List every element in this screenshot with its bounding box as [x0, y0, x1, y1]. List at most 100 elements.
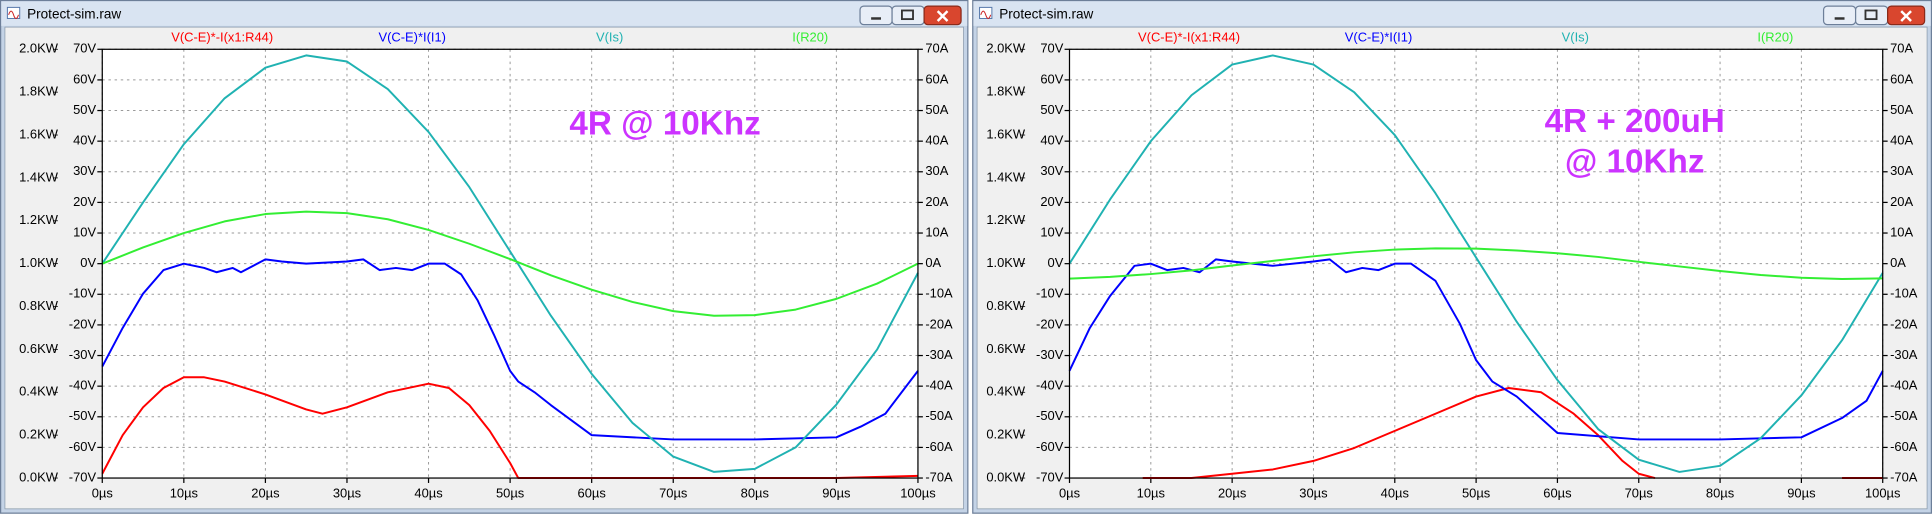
y-tick-label: 1.4KW — [19, 169, 59, 184]
x-tick-label: 90µs — [822, 485, 850, 500]
y2-tick-label: 70V — [73, 41, 96, 56]
y3-tick-label: 70A — [1890, 41, 1913, 56]
y2-tick-label: 60V — [1040, 71, 1063, 86]
y-tick-label: 0.2KW — [19, 427, 59, 442]
y-tick-label: 1.2KW — [19, 212, 59, 227]
minimize-button[interactable] — [1822, 5, 1857, 26]
legend-entry: V(C-E)*-I(x1:R44) — [1138, 30, 1240, 45]
y3-tick-label: 20A — [1890, 194, 1913, 209]
y2-tick-label: -50V — [1036, 408, 1064, 423]
y-tick-label: 0.4KW — [986, 384, 1026, 399]
x-tick-label: 10µs — [170, 485, 198, 500]
window-title: Protect-sim.raw — [999, 6, 1093, 21]
trace — [1068, 258, 1884, 441]
x-tick-label: 90µs — [1787, 485, 1815, 500]
x-tick-label: 0µs — [1059, 485, 1080, 500]
y3-tick-label: 50A — [1890, 102, 1913, 117]
y-tick-label: 2.0KW — [19, 41, 59, 56]
y3-tick-label: 30A — [925, 163, 948, 178]
x-tick-label: 60µs — [1543, 485, 1571, 500]
title-bar — [973, 1, 1931, 26]
y-tick-label: 1.0KW — [19, 255, 59, 270]
trace — [101, 210, 919, 317]
y3-tick-label: 60A — [1890, 71, 1913, 86]
y3-tick-label: -10A — [925, 286, 953, 301]
y2-tick-label: 70V — [1040, 41, 1063, 56]
plot-border — [101, 48, 919, 479]
x-tick-label: 60µs — [578, 485, 606, 500]
y2-tick-label: -40V — [69, 378, 97, 393]
x-tick-label: 50µs — [496, 485, 524, 500]
x-tick-label: 40µs — [1381, 485, 1409, 500]
y3-tick-label: -70A — [925, 469, 953, 484]
legend-entry: V(Is) — [596, 30, 623, 45]
y3-tick-label: 20A — [925, 194, 948, 209]
legend-entry: V(C-E)*I(I1) — [378, 30, 445, 45]
y2-tick-label: 10V — [1040, 224, 1063, 239]
minimize-button[interactable] — [859, 5, 893, 26]
y-tick-label: 1.6KW — [986, 126, 1026, 141]
annotation: 4R + 200uH — [1545, 103, 1725, 140]
y3-tick-label: 40A — [1890, 133, 1913, 148]
y-tick-label: 0.2KW — [986, 427, 1026, 442]
y-tick-label: 1.0KW — [986, 255, 1026, 270]
y-tick-label: 1.6KW — [19, 126, 59, 141]
y-tick-label: 1.2KW — [986, 212, 1026, 227]
legend-entry: I(R20) — [792, 30, 828, 45]
y3-tick-label: -40A — [1890, 378, 1918, 393]
y2-tick-label: -30V — [69, 347, 97, 362]
y2-tick-label: -30V — [1036, 347, 1064, 362]
x-tick-label: 0µs — [92, 485, 113, 500]
legend-entry: V(Is) — [1562, 30, 1589, 45]
y3-tick-label: 40A — [925, 133, 948, 148]
maximize-button[interactable] — [1854, 5, 1889, 26]
y2-tick-label: -60V — [1036, 439, 1064, 454]
y-tick-label: 0.8KW — [986, 298, 1026, 313]
y2-tick-label: 0V — [80, 255, 96, 270]
y3-tick-label: 70A — [925, 41, 948, 56]
plot-border — [1068, 48, 1884, 479]
y2-tick-label: 30V — [73, 163, 96, 178]
y3-tick-label: -70A — [1890, 469, 1918, 484]
y2-tick-label: 30V — [1040, 163, 1063, 178]
y-tick-label: 0.0KW — [19, 469, 59, 484]
annotation: 4R @ 10Khz — [569, 105, 760, 142]
x-tick-label: 10µs — [1137, 485, 1165, 500]
y2-tick-label: -70V — [1036, 469, 1064, 484]
x-tick-label: 40µs — [414, 485, 442, 500]
legend-entry: I(R20) — [1757, 30, 1793, 45]
y3-tick-label: 0A — [1890, 255, 1906, 270]
window-icon — [6, 6, 21, 19]
y3-tick-label: 10A — [925, 224, 948, 239]
y3-tick-label: -20A — [925, 316, 953, 331]
y3-tick-label: -20A — [1890, 316, 1918, 331]
x-tick-label: 20µs — [251, 485, 279, 500]
close-glyph — [1900, 10, 1912, 22]
x-tick-label: 100µs — [1865, 485, 1900, 500]
y3-tick-label: -60A — [1890, 439, 1918, 454]
x-tick-label: 30µs — [333, 485, 361, 500]
y2-tick-label: 40V — [73, 133, 96, 148]
y3-tick-label: -50A — [1890, 408, 1918, 423]
y3-tick-label: 50A — [925, 102, 948, 117]
y3-tick-label: -30A — [925, 347, 953, 362]
y3-tick-label: -10A — [1890, 286, 1918, 301]
x-tick-label: 80µs — [741, 485, 769, 500]
y3-tick-label: -50A — [925, 408, 953, 423]
y-tick-label: 0.8KW — [19, 298, 59, 313]
y3-tick-label: 30A — [1890, 163, 1913, 178]
y2-tick-label: 50V — [73, 102, 96, 117]
trace — [1068, 54, 1884, 473]
title-bar — [1, 1, 968, 26]
trace — [101, 54, 919, 473]
y2-tick-label: -40V — [1036, 378, 1064, 393]
x-tick-label: 80µs — [1706, 485, 1734, 500]
y2-tick-label: -10V — [1036, 286, 1064, 301]
y2-tick-label: -70V — [69, 469, 97, 484]
maximize-glyph — [901, 9, 914, 21]
x-tick-label: 20µs — [1218, 485, 1246, 500]
y3-tick-label: 60A — [925, 71, 948, 86]
maximize-glyph — [1864, 9, 1878, 21]
legend-entry: V(C-E)*-I(x1:R44) — [171, 30, 273, 45]
maximize-button[interactable] — [891, 5, 925, 26]
